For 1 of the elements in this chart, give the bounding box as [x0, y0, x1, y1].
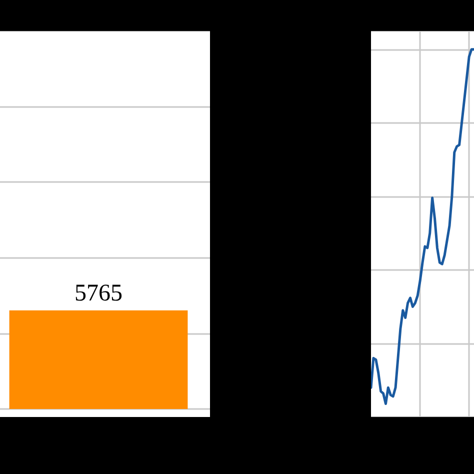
data-label: 5765 — [74, 280, 122, 306]
